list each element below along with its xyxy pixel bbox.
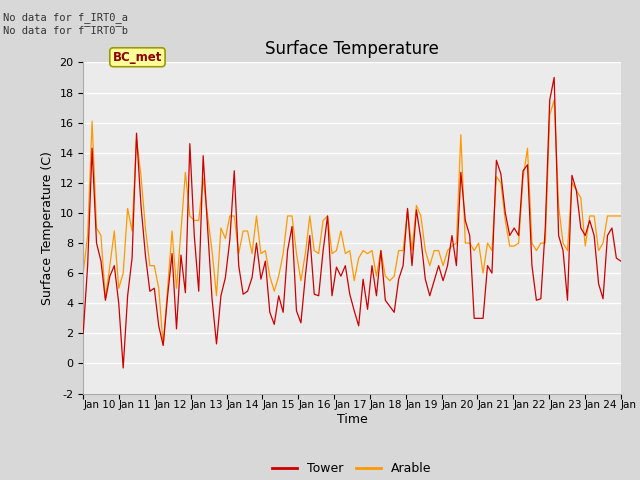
Y-axis label: Surface Temperature (C): Surface Temperature (C): [41, 151, 54, 305]
Legend: Tower, Arable: Tower, Arable: [268, 457, 436, 480]
X-axis label: Time: Time: [337, 413, 367, 426]
Text: No data for f̅IRT0̅b: No data for f̅IRT0̅b: [3, 26, 128, 36]
Text: BC_met: BC_met: [113, 51, 162, 64]
Title: Surface Temperature: Surface Temperature: [265, 40, 439, 58]
Text: No data for f_IRT0_a: No data for f_IRT0_a: [3, 12, 128, 23]
